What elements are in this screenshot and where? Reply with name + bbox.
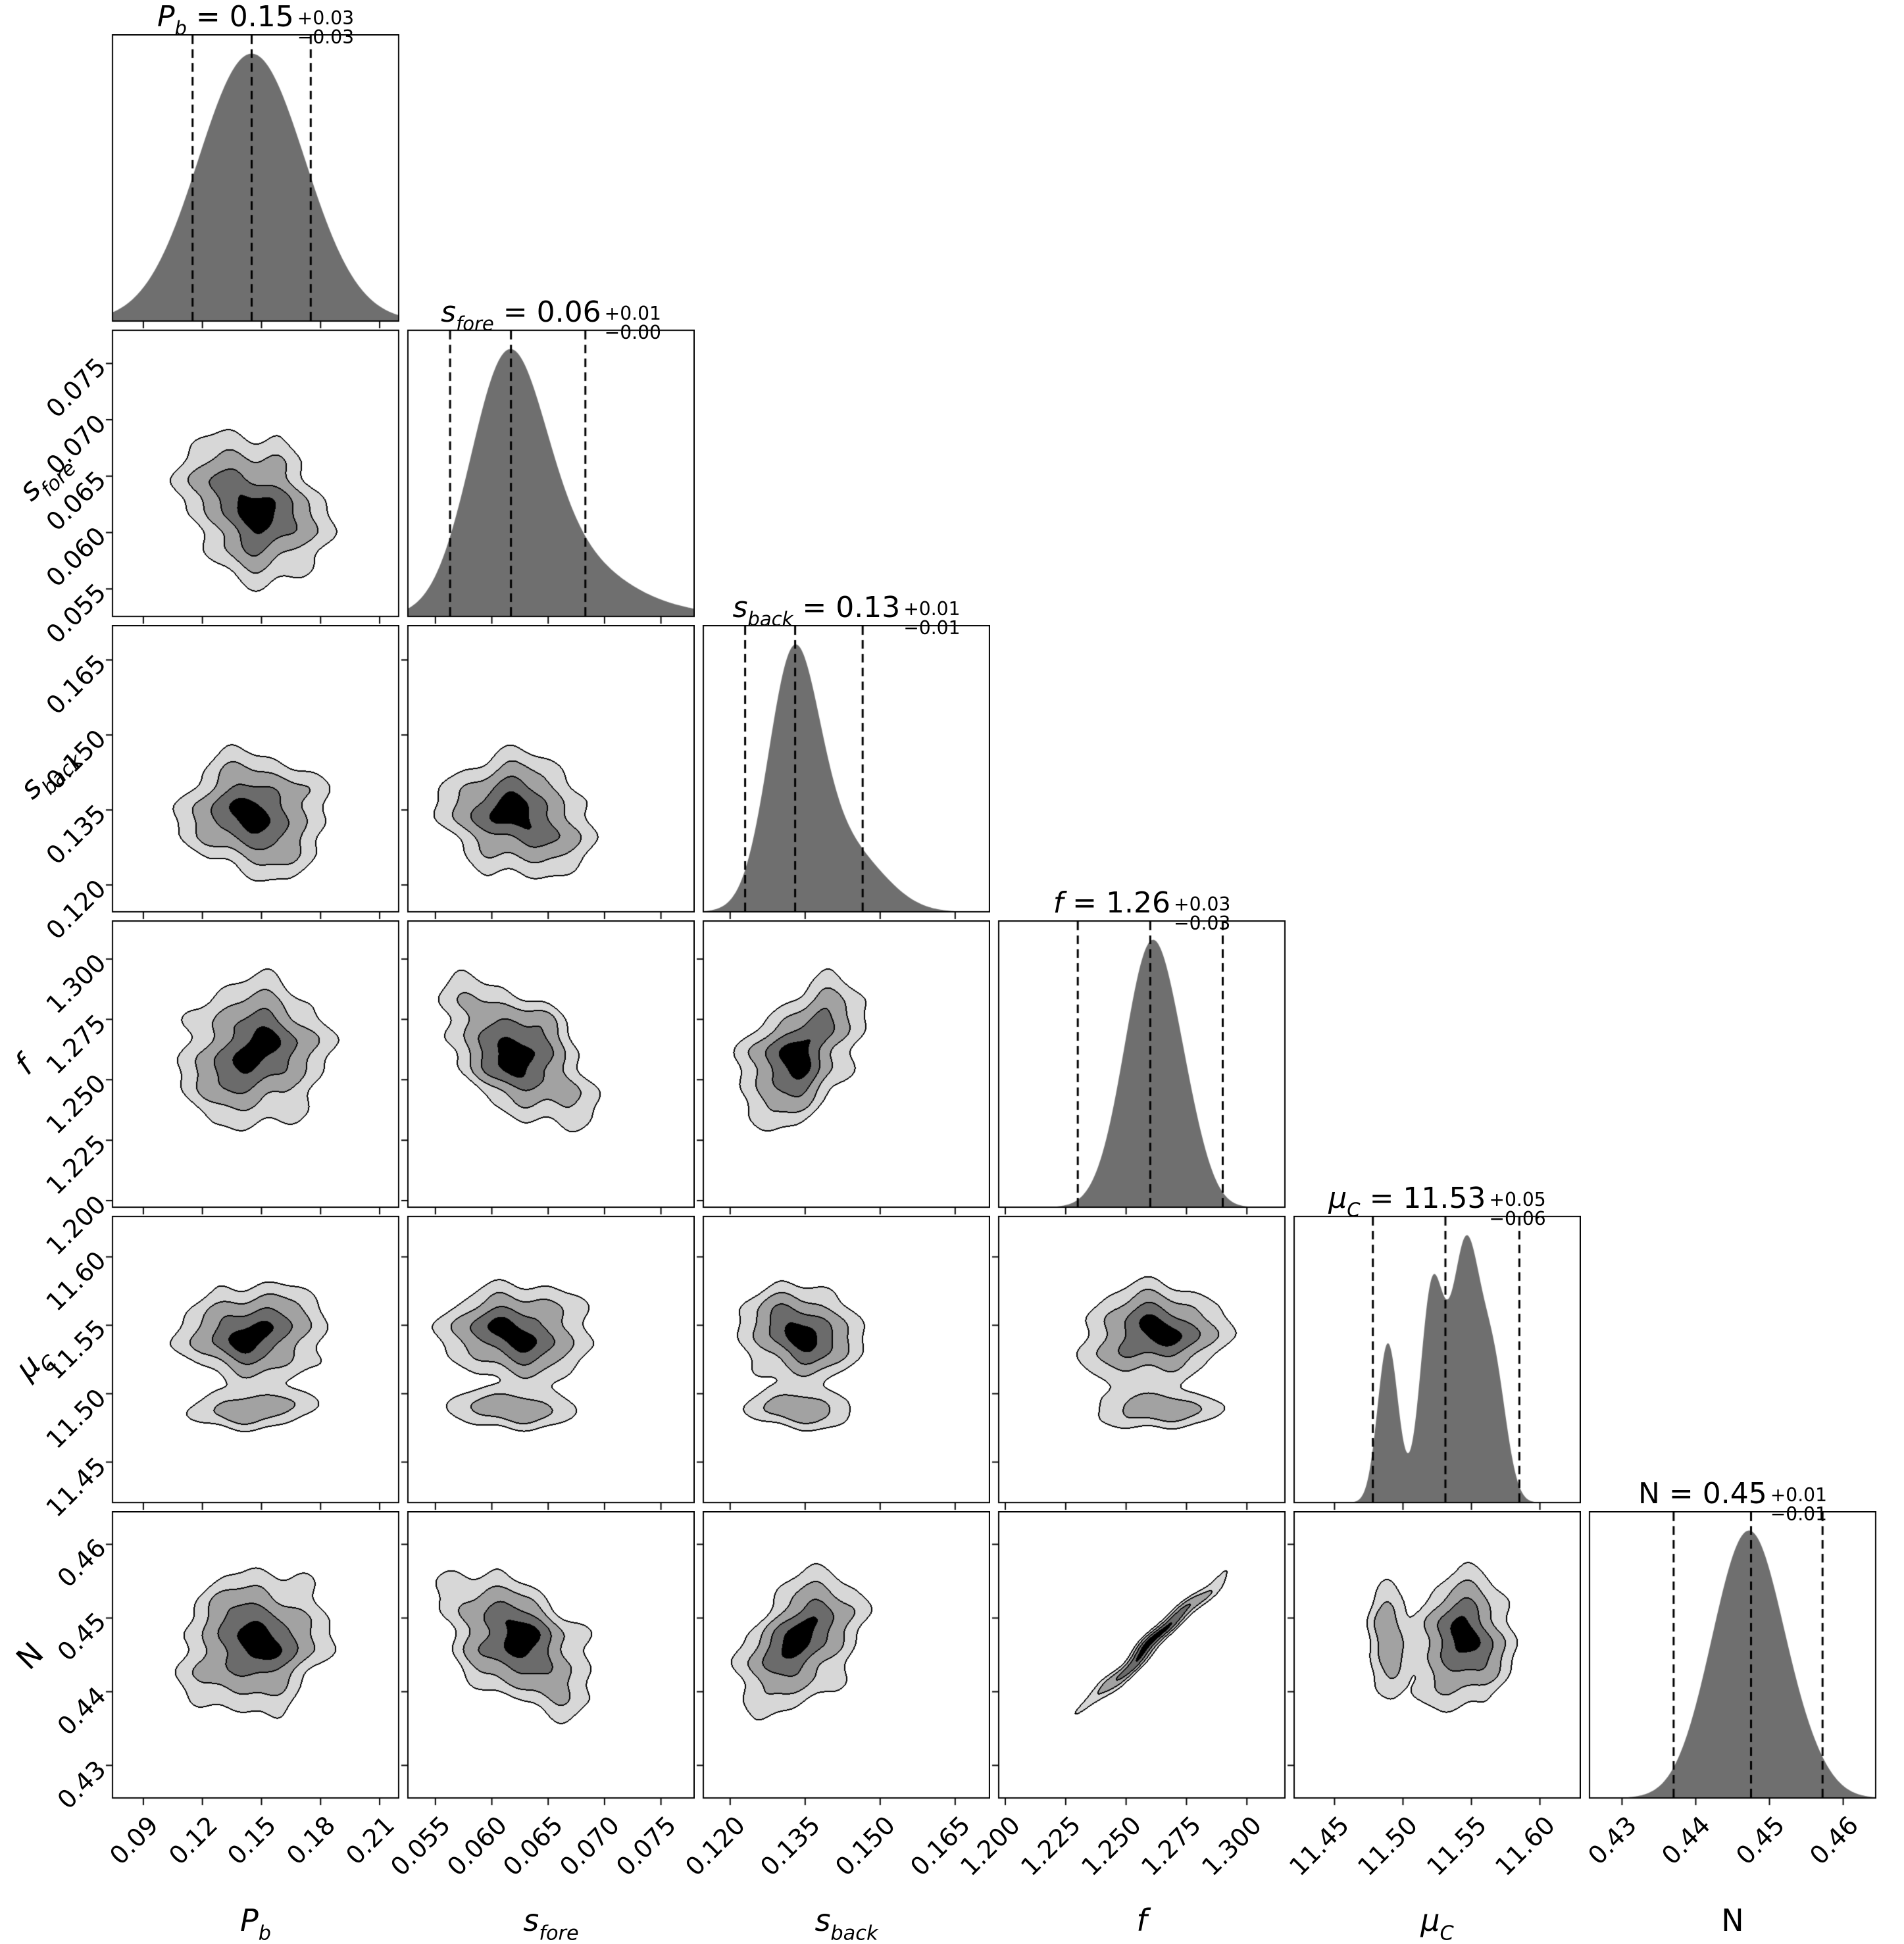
title-plus-P_b: +0.03 [297, 7, 355, 29]
title-errors-P_b: +0.03 −0.03 [297, 7, 355, 49]
y-tick-N-1: 0.44 [51, 1680, 112, 1741]
panel-P_b-P_b-hist [103, 34, 399, 331]
panel-P_b-mu_C-contour [103, 1216, 399, 1512]
title-equals-s_fore: = [493, 295, 537, 329]
panel-P_b-s_back-contour [103, 625, 399, 922]
y-tick-s_back-1: 0.135 [40, 799, 112, 870]
title-equals-P_b: = [186, 0, 230, 34]
x-axis-label-main-P_b: P [239, 1903, 259, 1938]
title-errors-mu_C: +0.05 −0.06 [1489, 1188, 1546, 1230]
title-label-sub-s_back: back [747, 608, 793, 631]
panel-P_b-f-contour [103, 920, 399, 1217]
x-axis-label-sub-mu_C: C [1440, 1922, 1454, 1944]
panel-s_fore-mu_C-contour [398, 1216, 695, 1512]
title-value-s_back: 0.13 [836, 591, 901, 624]
title-s_fore: sfore = 0.06 +0.01 −0.00 [407, 295, 695, 343]
title-equals-f: = [1063, 886, 1107, 920]
panel-f-f-hist [989, 920, 1286, 1217]
title-value-N: 0.45 [1702, 1477, 1767, 1510]
title-s_back: sback = 0.13 +0.01 −0.01 [703, 591, 990, 638]
panel-s_fore-s_fore-hist [398, 330, 695, 626]
title-errors-s_back: +0.01 −0.01 [903, 599, 960, 639]
title-label-sub-P_b: b [174, 17, 187, 40]
title-label-main-f: f [1053, 886, 1064, 920]
x-axis-label-N: N [1589, 1903, 1876, 1938]
title-value-mu_C: 11.53 [1403, 1182, 1486, 1215]
title-label-main-s_fore: s [441, 295, 457, 329]
title-errors-N: +0.01 −0.01 [1770, 1485, 1827, 1525]
panel-N-N-hist [1580, 1511, 1876, 1808]
x-axis-label-sub-s_fore: fore [539, 1922, 579, 1944]
x-axis-label-main-mu_C: μ [1420, 1903, 1440, 1938]
title-minus-s_fore: −0.00 [604, 322, 661, 344]
title-label-sub-s_fore: fore [456, 312, 494, 336]
title-plus-N: +0.01 [1770, 1483, 1828, 1506]
title-plus-mu_C: +0.05 [1489, 1188, 1546, 1210]
title-value-P_b: 0.15 [229, 0, 294, 34]
title-minus-f: −0.03 [1174, 912, 1231, 935]
x-tick-N-2: 0.45 [1730, 1810, 1790, 1870]
title-equals-mu_C: = [1360, 1182, 1403, 1215]
x-tick-s_back-2: 0.150 [829, 1810, 901, 1882]
panel-s_fore-f-contour [398, 920, 695, 1217]
y-tick-N-3: 0.46 [51, 1533, 112, 1593]
title-value-s_fore: 0.06 [536, 295, 601, 329]
x-tick-N-3: 0.46 [1803, 1810, 1864, 1870]
title-P_b: Pb = 0.15 +0.03 −0.03 [112, 0, 399, 47]
title-label-main-N: N [1638, 1477, 1660, 1510]
y-tick-s_back-0: 0.120 [40, 874, 112, 945]
title-minus-N: −0.01 [1770, 1503, 1828, 1526]
x-axis-label-f: f [998, 1903, 1286, 1938]
title-errors-f: +0.03 −0.03 [1174, 893, 1231, 935]
title-minus-P_b: −0.03 [297, 26, 355, 49]
panel-P_b-N-contour [103, 1511, 399, 1808]
x-axis-label-s_fore: sfore [407, 1903, 695, 1944]
title-equals-s_back: = [793, 591, 836, 624]
panel-s_fore-s_back-contour [398, 625, 695, 922]
panel-P_b-s_fore-contour [103, 330, 399, 626]
x-axis-label-s_back: sback [703, 1903, 990, 1944]
title-minus-mu_C: −0.06 [1489, 1208, 1546, 1230]
panel-s_back-N-contour [693, 1511, 990, 1808]
title-label-main-s_back: s [732, 591, 748, 624]
title-plus-s_fore: +0.01 [604, 302, 661, 324]
x-axis-label-main-f: f [1136, 1903, 1147, 1938]
y-tick-s_back-3: 0.165 [40, 649, 112, 720]
title-errors-s_fore: +0.01 −0.00 [604, 302, 661, 344]
x-tick-N-0: 0.43 [1582, 1810, 1643, 1870]
x-axis-label-P_b: Pb [112, 1903, 399, 1944]
x-axis-label-sub-P_b: b [258, 1922, 272, 1944]
title-label-main-mu_C: μ [1328, 1182, 1347, 1215]
panel-s_back-mu_C-contour [693, 1216, 990, 1512]
x-axis-label-sub-s_back: back [830, 1922, 878, 1944]
panel-f-mu_C-contour [989, 1216, 1286, 1512]
title-label-main-P_b: P [157, 0, 175, 34]
title-N: N = 0.45 +0.01 −0.01 [1589, 1477, 1876, 1524]
title-plus-f: +0.03 [1174, 893, 1231, 915]
x-axis-label-main-s_fore: s [523, 1903, 539, 1938]
panel-f-N-contour [989, 1511, 1286, 1808]
title-equals-N: = [1659, 1477, 1703, 1510]
panel-mu_C-N-contour [1284, 1511, 1581, 1808]
panel-s_back-f-contour [693, 920, 990, 1217]
x-axis-label-main-s_back: s [814, 1903, 831, 1938]
panel-s_back-s_back-hist [693, 625, 990, 922]
x-tick-N-1: 0.44 [1656, 1810, 1716, 1870]
title-value-f: 1.26 [1106, 886, 1170, 920]
panel-mu_C-mu_C-hist [1284, 1216, 1581, 1512]
y-tick-N-0: 0.43 [51, 1755, 112, 1814]
x-axis-label-mu_C: μC [1293, 1903, 1581, 1944]
title-label-sub-mu_C: C [1347, 1199, 1361, 1222]
title-plus-s_back: +0.01 [903, 597, 961, 620]
panel-s_fore-N-contour [398, 1511, 695, 1808]
title-f: f = 1.26 +0.03 −0.03 [998, 886, 1286, 934]
x-axis-label-main-N: N [1721, 1903, 1744, 1938]
title-minus-s_back: −0.01 [903, 617, 961, 639]
x-tick-s_back-1: 0.135 [754, 1810, 826, 1882]
title-mu_C: μC = 11.53 +0.05 −0.06 [1293, 1182, 1581, 1229]
